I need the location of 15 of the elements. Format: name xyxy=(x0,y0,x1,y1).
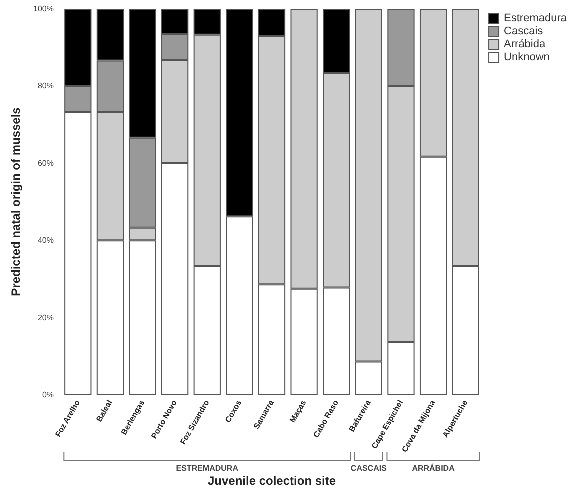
text: ESTREMADURA xyxy=(176,464,238,473)
legend-label: Estremadura xyxy=(504,12,568,24)
y-tick-label: 40% xyxy=(38,236,54,246)
legend-label: Arrábida xyxy=(504,38,546,50)
y-tick-label: 60% xyxy=(38,158,54,168)
y-tick-label: 100% xyxy=(34,4,54,14)
x-axis-title: Juvenile colection site xyxy=(208,474,336,488)
y-tick-label: 20% xyxy=(38,313,54,322)
y-tick-label: 80% xyxy=(38,82,54,91)
y-tick-label: 0% xyxy=(42,390,54,400)
legend-label: Cascais xyxy=(504,26,544,38)
text: ARRÁBIDA xyxy=(412,464,455,473)
text: CASCAIS xyxy=(350,464,387,473)
y-axis-title: Predicted natal origin of mussels xyxy=(9,107,23,296)
legend-label: Unknown xyxy=(504,52,550,64)
